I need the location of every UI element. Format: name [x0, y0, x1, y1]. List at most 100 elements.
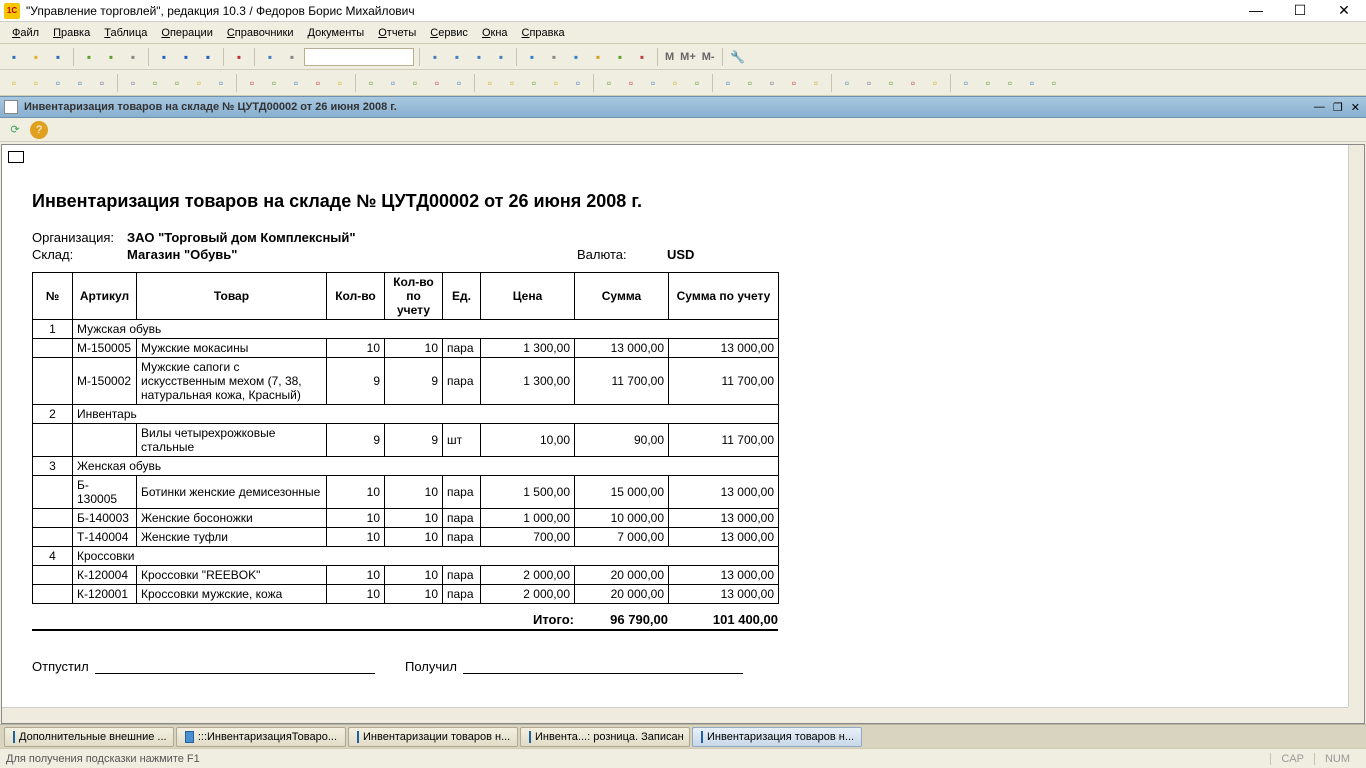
maximize-button[interactable]: ☐ — [1282, 2, 1318, 19]
menu-таблица[interactable]: Таблица — [98, 25, 153, 41]
menu-файл[interactable]: Файл — [6, 25, 45, 41]
toolbar2-btn-40[interactable]: ▫ — [956, 73, 976, 93]
toolbar-nav-0[interactable]: ▪ — [425, 47, 445, 67]
toolbar2-btn-26[interactable]: ▫ — [621, 73, 641, 93]
toolbar2-btn-25[interactable]: ▫ — [599, 73, 619, 93]
menu-справочники[interactable]: Справочники — [221, 25, 300, 41]
toolbar-btn-1[interactable]: ▪ — [26, 47, 46, 67]
toolbar2-btn-18[interactable]: ▫ — [427, 73, 447, 93]
minimize-button[interactable]: — — [1238, 2, 1274, 19]
toolbar-btn-6[interactable]: ▪ — [123, 47, 143, 67]
toolbar-info-5[interactable]: ▪ — [632, 47, 652, 67]
menu-операции[interactable]: Операции — [155, 25, 218, 41]
menu-окна[interactable]: Окна — [476, 25, 514, 41]
toolbar-btn-5[interactable]: ▪ — [101, 47, 121, 67]
taskbar-item-0[interactable]: Дополнительные внешние ... — [4, 727, 174, 747]
toolbar-info-0[interactable]: ▪ — [522, 47, 542, 67]
toolbar-btn-8[interactable]: ▪ — [154, 47, 174, 67]
toolbar2-btn-38[interactable]: ▫ — [903, 73, 923, 93]
toolbar2-btn-36[interactable]: ▫ — [859, 73, 879, 93]
toolbar-btn-2[interactable]: ▪ — [48, 47, 68, 67]
toolbar2-btn-34[interactable]: ▫ — [806, 73, 826, 93]
toolbar2-btn-20[interactable]: ▫ — [480, 73, 500, 93]
taskbar-item-2[interactable]: Инвентаризации товаров н... — [348, 727, 518, 747]
toolbar2-btn-37[interactable]: ▫ — [881, 73, 901, 93]
toolbar2-btn-9[interactable]: ▫ — [211, 73, 231, 93]
refresh-button[interactable]: ⟳ — [6, 121, 24, 139]
toolbar2-btn-0[interactable]: ▫ — [4, 73, 24, 93]
toolbar2-btn-24[interactable]: ▫ — [568, 73, 588, 93]
toolbar2-btn-5[interactable]: ▫ — [123, 73, 143, 93]
menu-справка[interactable]: Справка — [516, 25, 571, 41]
toolbar-btn-4[interactable]: ▪ — [79, 47, 99, 67]
toolbar2-btn-16[interactable]: ▫ — [383, 73, 403, 93]
toolbar2-btn-30[interactable]: ▫ — [718, 73, 738, 93]
memory-btn-0[interactable]: M — [663, 51, 676, 63]
toolbar2-btn-33[interactable]: ▫ — [784, 73, 804, 93]
toolbar2-btn-19[interactable]: ▫ — [449, 73, 469, 93]
toolbar2-btn-1[interactable]: ▫ — [26, 73, 46, 93]
toolbar-btn-9[interactable]: ▪ — [176, 47, 196, 67]
toolbar2-btn-14[interactable]: ▫ — [330, 73, 350, 93]
toolbar2-btn-4[interactable]: ▫ — [92, 73, 112, 93]
toolbar2-btn-32[interactable]: ▫ — [762, 73, 782, 93]
doc-close-button[interactable]: ✕ — [1349, 101, 1362, 114]
toolbar2-btn-22[interactable]: ▫ — [524, 73, 544, 93]
toolbar2-btn-13[interactable]: ▫ — [308, 73, 328, 93]
toolbar2-btn-43[interactable]: ▫ — [1022, 73, 1042, 93]
toolbar2-btn-21[interactable]: ▫ — [502, 73, 522, 93]
memory-btn-2[interactable]: M- — [700, 51, 717, 63]
toolbar-btn-10[interactable]: ▪ — [198, 47, 218, 67]
toolbar2-btn-23[interactable]: ▫ — [546, 73, 566, 93]
toolbar2-btn-42[interactable]: ▫ — [1000, 73, 1020, 93]
help-icon[interactable]: ? — [30, 121, 48, 139]
doc-restore-button[interactable]: ❐ — [1331, 101, 1345, 114]
vertical-scrollbar[interactable] — [1348, 145, 1364, 707]
toolbar2-btn-35[interactable]: ▫ — [837, 73, 857, 93]
toolbar2-btn-17[interactable]: ▫ — [405, 73, 425, 93]
toolbar2-btn-7[interactable]: ▫ — [167, 73, 187, 93]
toolbar2-btn-3[interactable]: ▫ — [70, 73, 90, 93]
memory-btn-1[interactable]: M+ — [678, 51, 698, 63]
document-scroll[interactable]: Инвентаризация товаров на складе № ЦУТД0… — [2, 145, 1348, 707]
menu-отчеты[interactable]: Отчеты — [372, 25, 422, 41]
toolbar2-btn-39[interactable]: ▫ — [925, 73, 945, 93]
toolbar-btn-15[interactable]: ▪ — [282, 47, 302, 67]
toolbar-info-4[interactable]: ▪ — [610, 47, 630, 67]
toolbar2-btn-44[interactable]: ▫ — [1044, 73, 1064, 93]
toolbar2-btn-29[interactable]: ▫ — [687, 73, 707, 93]
taskbar-item-1[interactable]: :::ИнвентаризацияТоваро... — [176, 727, 346, 747]
toolbar2-btn-15[interactable]: ▫ — [361, 73, 381, 93]
toolbar-btn-14[interactable]: ▪ — [260, 47, 280, 67]
menu-правка[interactable]: Правка — [47, 25, 96, 41]
search-input[interactable] — [304, 48, 414, 66]
toolbar2-btn-31[interactable]: ▫ — [740, 73, 760, 93]
toolbar-nav-1[interactable]: ▪ — [447, 47, 467, 67]
horizontal-scrollbar[interactable] — [2, 707, 1348, 723]
toolbar2-btn-6[interactable]: ▫ — [145, 73, 165, 93]
close-button[interactable]: ✕ — [1326, 2, 1362, 19]
toolbar-btn-0[interactable]: ▪ — [4, 47, 24, 67]
taskbar-item-3[interactable]: Инвента...: розница. Записан — [520, 727, 690, 747]
toolbar-nav-3[interactable]: ▪ — [491, 47, 511, 67]
toolbar2-btn-2[interactable]: ▫ — [48, 73, 68, 93]
toolbar-info-2[interactable]: ▪ — [566, 47, 586, 67]
toolbar2-btn-8[interactable]: ▫ — [189, 73, 209, 93]
toolbar2-btn-41[interactable]: ▫ — [978, 73, 998, 93]
group-row: 2Инвентарь — [33, 405, 779, 424]
taskbar-item-icon — [529, 731, 531, 743]
toolbar2-btn-27[interactable]: ▫ — [643, 73, 663, 93]
toolbar2-btn-12[interactable]: ▫ — [286, 73, 306, 93]
menu-документы[interactable]: Документы — [302, 25, 371, 41]
taskbar-item-4[interactable]: Инвентаризация товаров н... — [692, 727, 862, 747]
doc-minimize-button[interactable]: — — [1312, 101, 1327, 114]
toolbar-btn-12[interactable]: ▪ — [229, 47, 249, 67]
toolbar-info-3[interactable]: ▪ — [588, 47, 608, 67]
toolbar2-btn-10[interactable]: ▫ — [242, 73, 262, 93]
tools-button[interactable]: 🔧 — [728, 47, 748, 67]
toolbar2-btn-28[interactable]: ▫ — [665, 73, 685, 93]
toolbar-info-1[interactable]: ▪ — [544, 47, 564, 67]
toolbar2-btn-11[interactable]: ▫ — [264, 73, 284, 93]
menu-сервис[interactable]: Сервис — [424, 25, 474, 41]
toolbar-nav-2[interactable]: ▪ — [469, 47, 489, 67]
